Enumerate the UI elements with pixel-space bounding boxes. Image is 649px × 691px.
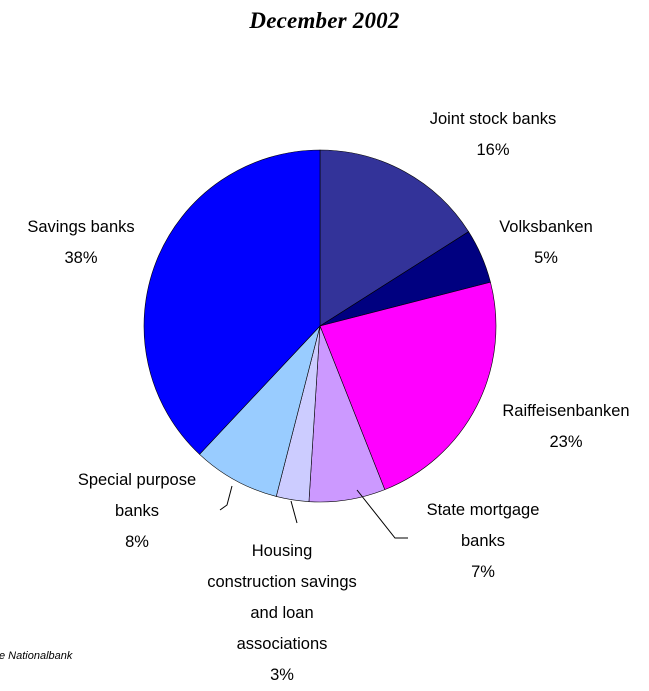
label-raiffeisenbanken-value: 23% — [549, 433, 582, 451]
label-joint-stock-banks: Joint stock banks 16% — [413, 104, 573, 166]
label-special-purpose-banks-value: 8% — [125, 533, 149, 551]
label-raiffeisenbanken-name: Raiffeisenbanken — [502, 402, 629, 420]
label-volksbanken-value: 5% — [534, 249, 558, 267]
label-joint-stock-banks-name: Joint stock banks — [430, 110, 557, 128]
label-special-purpose-banks-name: Special purpose banks — [78, 471, 196, 520]
pie-chart: December 2002 Joint stock banks 16% Volk… — [0, 0, 649, 672]
leader-state-mortgage-banks — [357, 490, 408, 538]
label-state-mortgage-banks-value: 7% — [471, 563, 495, 581]
label-savings-banks-value: 38% — [64, 249, 97, 267]
label-special-purpose-banks: Special purpose banks 8% — [57, 465, 217, 558]
label-joint-stock-banks-value: 16% — [476, 141, 509, 159]
label-housing-construction: Housing construction savings and loan as… — [207, 536, 357, 691]
label-volksbanken: Volksbanken 5% — [486, 212, 606, 274]
label-volksbanken-name: Volksbanken — [499, 218, 593, 236]
label-state-mortgage-banks: State mortgage banks 7% — [408, 495, 558, 588]
label-housing-construction-value: 3% — [270, 666, 294, 684]
leader-special-purpose-banks — [220, 486, 232, 510]
leader-housing-construction — [291, 501, 297, 523]
label-housing-construction-name: Housing construction savings and loan as… — [207, 542, 357, 653]
label-raiffeisenbanken: Raiffeisenbanken 23% — [486, 396, 646, 458]
label-savings-banks-name: Savings banks — [27, 218, 134, 236]
label-state-mortgage-banks-name: State mortgage banks — [427, 501, 540, 550]
label-savings-banks: Savings banks 38% — [6, 212, 156, 274]
source-note: e Nationalbank — [0, 650, 72, 662]
